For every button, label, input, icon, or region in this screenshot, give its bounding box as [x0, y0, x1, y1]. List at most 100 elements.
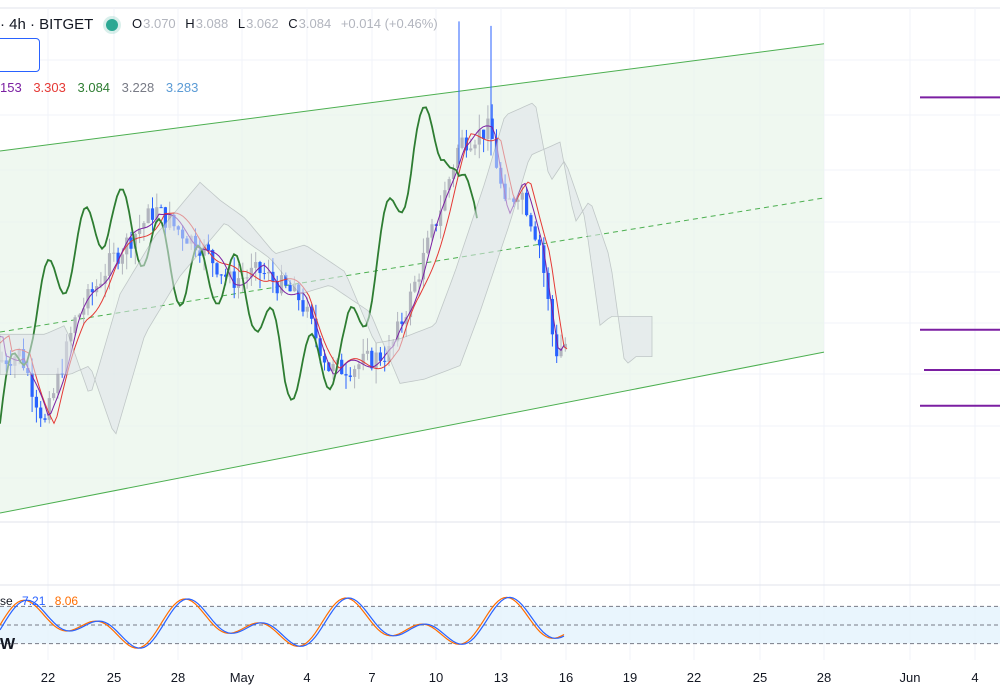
candle-body [43, 418, 47, 420]
candle-body [202, 244, 206, 256]
tenkan-line [0, 133, 568, 425]
candle-body [52, 393, 56, 399]
candle-body [275, 281, 279, 294]
candle-body [138, 228, 142, 234]
candle-body [159, 207, 163, 209]
candle-body [525, 192, 529, 216]
candle-body [267, 271, 271, 274]
candle-body [99, 283, 103, 287]
candle-body [112, 252, 116, 254]
candle-body [262, 273, 266, 275]
candle-body [245, 277, 249, 279]
indicator-value-1: 3.303 [33, 80, 66, 95]
x-tick-label: Jun [899, 670, 921, 685]
candle-body [404, 317, 408, 324]
candle-body [413, 281, 417, 292]
candle-body [426, 237, 430, 253]
candle-body [383, 360, 387, 362]
candle-body [107, 253, 112, 276]
oscillator-k-value: 7.21 [22, 594, 46, 608]
candle-body [56, 373, 60, 394]
x-tick-label: 19 [622, 670, 638, 685]
kijun-line [0, 125, 565, 416]
candle-body [318, 338, 322, 356]
candle-body [69, 332, 73, 342]
candle-body [344, 374, 348, 376]
candle-body [77, 314, 81, 318]
channel-fill [0, 43, 824, 514]
x-tick-label: 25 [106, 670, 122, 685]
candle-body [73, 317, 77, 333]
candle-body [34, 396, 38, 408]
candle-body [232, 271, 236, 288]
candle-body [133, 233, 137, 249]
candle-body [417, 279, 421, 282]
x-tick-label: 16 [558, 670, 574, 685]
indicator-values: 153 3.303 3.084 3.228 3.283 [0, 80, 206, 95]
ohlc-readout: O3.070 H3.088 L3.062 C3.084 +0.014 (+0.4… [132, 16, 438, 31]
candle-body [301, 300, 305, 312]
candle-body [365, 350, 370, 354]
candle-body [550, 298, 554, 335]
oscillator-k-line [0, 596, 565, 649]
market-status-icon [106, 19, 118, 31]
candle-body [129, 237, 133, 249]
candle-body [400, 321, 404, 324]
candle-body [396, 321, 400, 342]
candle-body [460, 137, 464, 148]
x-tick-label: 4 [303, 670, 311, 685]
x-tick-label: 22 [40, 670, 56, 685]
high-value: 3.088 [195, 16, 229, 31]
candle-body [374, 352, 378, 369]
candle-body [421, 252, 425, 280]
candle-body [447, 179, 451, 191]
candle-body [116, 252, 120, 264]
x-tick-label: 13 [493, 670, 509, 685]
indicator-toggle-button[interactable] [0, 38, 40, 72]
candle-body [486, 118, 490, 139]
x-tick-label: 28 [170, 670, 186, 685]
candle-body [555, 334, 559, 357]
candle-body [408, 291, 413, 318]
close-value: 3.084 [298, 16, 332, 31]
candle-body [103, 275, 107, 284]
candle-body [430, 224, 434, 238]
change-value: +0.014 (+0.46%) [340, 16, 438, 31]
candle-body [559, 348, 563, 357]
candle-body [279, 275, 284, 294]
oscillator-label: se [0, 594, 13, 608]
oscillator-d-value: 8.06 [54, 594, 79, 608]
candle-body [146, 208, 150, 224]
x-tick-label: 7 [368, 670, 376, 685]
candle-body [215, 263, 219, 275]
candle-body [542, 245, 546, 273]
candle-body [469, 148, 473, 151]
candle-body [516, 199, 520, 202]
candle-body [155, 207, 159, 220]
candle-body [310, 306, 314, 319]
candle-body [305, 306, 309, 312]
candle-body [120, 254, 124, 264]
indicator-value-3: 3.228 [121, 80, 155, 95]
x-tick-label: 28 [816, 670, 832, 685]
watermark-logo: W [0, 636, 16, 653]
candle-body [529, 215, 533, 227]
candle-body [163, 207, 167, 228]
indicator-value-2: 3.084 [77, 80, 111, 95]
candle-body [219, 274, 223, 276]
low-value: 3.062 [246, 16, 279, 31]
candle-body [284, 275, 288, 286]
candle-body [348, 375, 352, 377]
candle-body [30, 373, 34, 397]
channel-lower-line [0, 351, 825, 514]
candle-body [378, 352, 382, 361]
candle-body [206, 244, 210, 251]
candle-body [322, 355, 327, 363]
open-value: 3.070 [143, 16, 176, 31]
oscillator-legend: se 7.21 8.06 [0, 594, 84, 608]
candle-body [361, 353, 365, 365]
x-tick-label: 4 [971, 670, 979, 685]
candle-body [314, 318, 318, 339]
candle-body [224, 274, 228, 277]
